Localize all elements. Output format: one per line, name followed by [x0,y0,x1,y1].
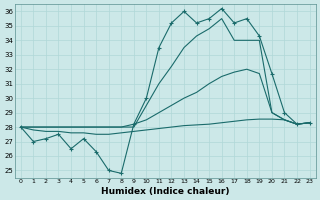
X-axis label: Humidex (Indice chaleur): Humidex (Indice chaleur) [101,187,229,196]
